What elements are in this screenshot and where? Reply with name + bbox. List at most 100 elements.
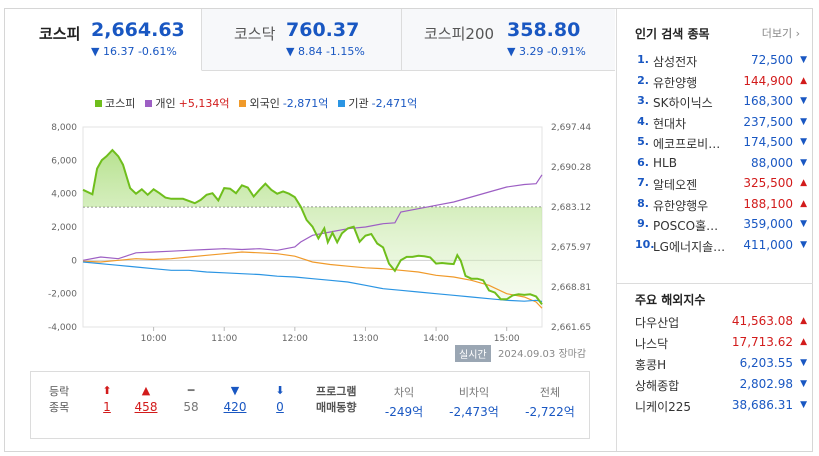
- overseas-name: 니케이225: [635, 400, 692, 414]
- popular-item[interactable]: 4. 현대차 237,500 ▼: [635, 115, 807, 135]
- popular-name[interactable]: 알테오젠: [653, 178, 698, 192]
- breadth-upper-limit[interactable]: ⬆ 1: [87, 384, 127, 414]
- triangle-down-icon: ▼: [800, 137, 807, 147]
- chart-legend: 코스피 개인 +5,134억 외국인 -2,871억 기관 -2,471억: [95, 95, 417, 111]
- popular-name[interactable]: POSCO홀…: [653, 219, 719, 233]
- popular-item[interactable]: 6. HLB 88,000 ▼: [635, 156, 807, 176]
- overseas-value: 41,563.08: [731, 314, 793, 328]
- market-widget: 코스피 2,664.63 ▼ 16.37 -0.61% 코스닥 760.37 ▼…: [4, 8, 813, 452]
- overseas-item[interactable]: 다우산업 41,563.08 ▲: [635, 314, 807, 334]
- side-panel: 인기 검색 종목 더보기 › 1. 삼성전자 72,500 ▼ 2. 유한양행 144,90…: [616, 9, 813, 451]
- tab-kospi200[interactable]: 코스피200 358.80 ▼ 3.29 -0.91%: [402, 9, 615, 71]
- legend-item-individual: 개인 +5,134억: [145, 95, 229, 111]
- popular-item[interactable]: 5. 에코프로비… 174,500 ▼: [635, 135, 807, 155]
- popular-rank: 9.: [637, 217, 649, 230]
- tab-kospi200-value: 358.80: [507, 19, 581, 41]
- breadth-flat[interactable]: ━ 58: [171, 384, 211, 414]
- y-right-tick-label: 2,661.65: [551, 323, 591, 333]
- popular-rank: 4.: [637, 114, 649, 128]
- popular-price: 237,500: [743, 114, 793, 129]
- triangle-up-icon: ▲: [800, 75, 807, 86]
- program-total: 전체 -2,722억: [515, 384, 585, 420]
- overseas-item[interactable]: 나스닥 17,713.62 ▲: [635, 335, 807, 355]
- popular-rank: 2.: [637, 73, 649, 87]
- popular-item[interactable]: 8. 유한양행우 188,100 ▲: [635, 197, 807, 217]
- popular-item[interactable]: 10. LG에너지솔… 411,000 ▼: [635, 238, 807, 258]
- overseas-name: 다우산업: [635, 316, 680, 330]
- legend-label: 외국인: [249, 97, 280, 110]
- triangle-down-icon: ▼: [800, 116, 807, 127]
- tab-kosdaq-name: 코스닥: [234, 25, 276, 43]
- down-limit-icon: ⬇: [275, 384, 285, 397]
- series-line-foreign: [82, 251, 543, 309]
- triangle-down-icon: ▼: [800, 379, 807, 389]
- popular-name[interactable]: HLB: [653, 155, 677, 170]
- popular-price: 174,500: [743, 135, 793, 149]
- program-item-label: 전체: [539, 386, 561, 399]
- popular-name[interactable]: 현대차: [653, 116, 687, 131]
- breadth-count[interactable]: 58: [183, 400, 199, 414]
- tab-kospi-change: ▼ 16.37 -0.61%: [91, 45, 177, 58]
- realtime-badge[interactable]: 실시간: [455, 345, 491, 362]
- breadth-label-line2: 종목: [49, 401, 70, 414]
- popular-name[interactable]: 유한양행우: [653, 198, 709, 213]
- popular-name[interactable]: 에코프로비…: [653, 137, 721, 151]
- y-right-tick-label: 2,697.44: [551, 123, 591, 133]
- triangle-down-icon: ▼: [800, 400, 807, 410]
- more-link[interactable]: 더보기 ›: [762, 25, 800, 41]
- popular-rank: 7.: [637, 176, 649, 189]
- x-tick-label: 10:00: [141, 334, 167, 344]
- legend-swatch: [338, 99, 346, 107]
- popular-name[interactable]: 유한양행: [653, 75, 698, 90]
- popular-name[interactable]: LG에너지솔…: [653, 239, 726, 254]
- triangle-up-icon: ▲: [800, 337, 807, 347]
- popular-rank: 8.: [637, 196, 649, 210]
- triangle-down-icon: ▼: [800, 239, 807, 250]
- overseas-item[interactable]: 상해종합 2,802.98 ▼: [635, 377, 807, 397]
- breadth-up[interactable]: ▲ 458: [126, 384, 166, 414]
- market-date: 2024.09.03 장마감: [498, 345, 586, 360]
- popular-item[interactable]: 1. 삼성전자 72,500 ▼: [635, 53, 807, 73]
- market-date-value: 2024.09.03: [498, 349, 556, 360]
- y-left-tick-label: -2,000: [48, 290, 77, 300]
- triangle-down-icon: ▼: [800, 358, 807, 368]
- y-left-tick-label: 0: [71, 256, 77, 266]
- legend-label: 코스피: [105, 97, 136, 110]
- tab-kosdaq[interactable]: 코스닥 760.37 ▼ 8.84 -1.15%: [202, 9, 402, 71]
- program-item-value: -2,473억: [449, 405, 499, 419]
- legend-value: -2,871억: [282, 97, 329, 110]
- popular-name[interactable]: 삼성전자: [653, 55, 698, 69]
- popular-price: 188,100: [743, 196, 793, 211]
- series-line-institution: [82, 261, 543, 303]
- breadth-count[interactable]: 420: [223, 400, 247, 414]
- program-label: 프로그램 매매동향: [316, 384, 356, 416]
- popular-price: 88,000: [751, 155, 793, 170]
- breadth-count[interactable]: 0: [276, 400, 284, 414]
- intraday-chart[interactable]: 8,000 6,000 4,000 2,000 0 -2,000 -4,000 2,697.4…: [5, 105, 605, 345]
- overseas-item[interactable]: 홍콩H 6,203.55 ▼: [635, 356, 807, 376]
- popular-item[interactable]: 3. SK하이닉스 168,300 ▼: [635, 94, 807, 114]
- triangle-down-icon: ▼: [800, 55, 807, 65]
- more-label[interactable]: 더보기: [761, 27, 793, 40]
- popular-price: 325,500: [743, 176, 793, 190]
- x-tick-label: 15:00: [494, 334, 520, 344]
- triangle-down-icon: ▼: [800, 157, 807, 168]
- triangle-up-icon: ▲: [800, 178, 807, 188]
- breadth-count[interactable]: 1: [103, 400, 111, 414]
- breadth-lower-limit[interactable]: ⬇ 0: [260, 384, 300, 414]
- program-non-arbitrage: 비차익 -2,473억: [439, 384, 509, 420]
- tab-kospi-value: 2,664.63: [91, 19, 185, 41]
- breadth-count[interactable]: 458: [134, 400, 158, 414]
- breadth-down[interactable]: ▼ 420: [215, 384, 255, 414]
- overseas-name: 나스닥: [635, 337, 669, 351]
- popular-item[interactable]: 2. 유한양행 144,900 ▲: [635, 74, 807, 94]
- y-left-tick-label: 2,000: [51, 223, 77, 233]
- tab-kospi[interactable]: 코스피 2,664.63 ▼ 16.37 -0.61%: [5, 9, 202, 71]
- popular-item[interactable]: 7. 알테오젠 325,500 ▲: [635, 176, 807, 196]
- y-right-tick-label: 2,683.12: [551, 203, 591, 213]
- overseas-value: 6,203.55: [739, 356, 793, 370]
- overseas-item[interactable]: 니케이225 38,686.31 ▼: [635, 398, 807, 418]
- down-icon: ▼: [230, 384, 240, 397]
- popular-item[interactable]: 9. POSCO홀… 359,000 ▼: [635, 217, 807, 237]
- popular-name[interactable]: SK하이닉스: [653, 96, 713, 110]
